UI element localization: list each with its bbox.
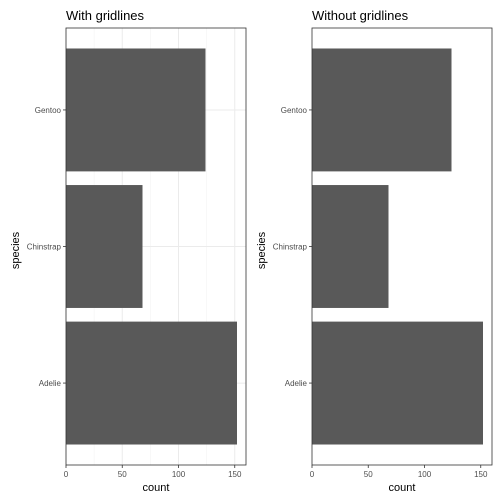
x-tick-label: 0: [310, 470, 315, 479]
bar-chinstrap: [312, 185, 389, 308]
bar-adelie: [66, 322, 237, 445]
bar-chinstrap: [66, 185, 143, 308]
y-axis-title: species: [10, 231, 22, 269]
chart-title-without-gridlines: Without gridlines: [312, 8, 409, 23]
x-tick-label: 100: [418, 470, 432, 479]
chart-panel-without-gridlines: Adelie Chinstrap Gentoo 0 50 100 150 Without gr…: [256, 8, 492, 494]
bar-adelie: [312, 322, 483, 445]
chart-title-with-gridlines: With gridlines: [66, 8, 145, 23]
y-tick-label: Chinstrap: [27, 243, 62, 252]
x-tick-label: 0: [64, 470, 69, 479]
x-tick-label: 150: [474, 470, 488, 479]
chart-panel-with-gridlines: Adelie Chinstrap Gentoo 0 50 100 150 With gridl…: [10, 8, 246, 494]
x-tick-label: 150: [228, 470, 242, 479]
x-tick-label: 100: [172, 470, 186, 479]
y-axis-title: species: [256, 231, 268, 269]
y-tick-label: Adelie: [39, 379, 62, 388]
y-tick-label: Gentoo: [281, 106, 308, 115]
x-tick-label: 50: [118, 470, 127, 479]
bar-gentoo: [66, 48, 206, 171]
y-tick-label: Chinstrap: [273, 243, 308, 252]
bar-gentoo: [312, 48, 452, 171]
x-axis-title: count: [389, 482, 416, 494]
y-tick-label: Adelie: [285, 379, 308, 388]
x-tick-label: 50: [364, 470, 373, 479]
y-tick-label: Gentoo: [35, 106, 62, 115]
x-axis-title: count: [143, 482, 170, 494]
